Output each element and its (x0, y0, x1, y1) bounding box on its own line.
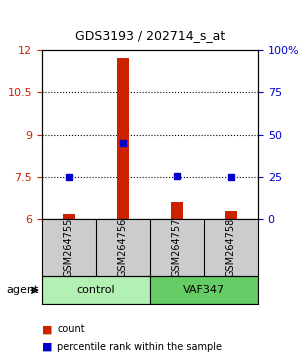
Text: VAF347: VAF347 (183, 285, 225, 295)
Text: GSM264756: GSM264756 (118, 218, 128, 278)
Text: GSM264758: GSM264758 (226, 218, 236, 278)
Bar (117, 58, 129, 219)
FancyBboxPatch shape (150, 276, 258, 304)
Text: ■: ■ (42, 324, 52, 334)
Text: ■: ■ (42, 342, 52, 352)
Text: GSM264755: GSM264755 (64, 218, 74, 278)
Text: percentile rank within the sample: percentile rank within the sample (57, 342, 222, 352)
FancyBboxPatch shape (42, 276, 150, 304)
Text: control: control (77, 285, 115, 295)
Text: agent: agent (6, 285, 38, 295)
Bar (63, 214, 75, 219)
Text: count: count (57, 324, 85, 334)
Text: GDS3193 / 202714_s_at: GDS3193 / 202714_s_at (75, 29, 225, 42)
Bar (171, 202, 183, 219)
Text: GSM264757: GSM264757 (172, 218, 182, 278)
Bar (225, 211, 237, 219)
